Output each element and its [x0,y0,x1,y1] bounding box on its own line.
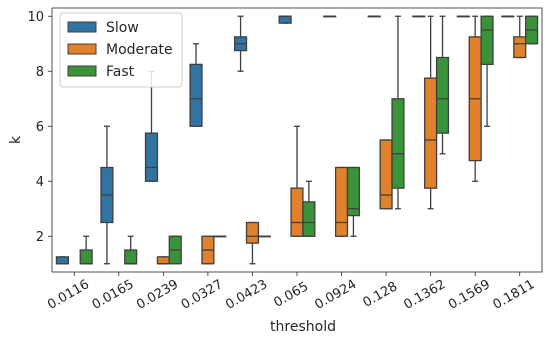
x-tick-label: 0.0165 [90,277,137,313]
y-tick-label: 2 [36,230,44,245]
box-slow-0.0423 [233,15,248,72]
iqr-box [124,249,138,265]
x-tick-label: 0.1362 [401,277,448,313]
box-fast-0.0924 [346,166,361,237]
legend-label-moderate: Moderate [106,42,173,58]
box-slow-0.065 [278,15,292,24]
iqr-box [391,98,405,189]
x-tick-label: 0.0239 [134,277,181,313]
y-tick-label: 10 [27,10,44,25]
legend-swatch-slow [67,21,97,33]
iqr-box [278,15,292,24]
x-tick-label: 0.0924 [312,277,359,313]
legend-swatch-moderate [67,43,97,55]
box-moderate-0.0239 [156,256,170,265]
box-slow-0.0165 [100,125,114,265]
box-slow-0.1362 [412,15,426,18]
box-fast-0.0165 [124,235,138,265]
legend-label-slow: Slow [106,20,139,36]
x-tick-label: 0.1811 [491,277,538,313]
legend-label-fast: Fast [106,64,135,80]
box-moderate-0.0423 [245,221,260,265]
box-moderate-0.128 [379,139,393,210]
x-tick-label: 0.0423 [223,277,270,313]
iqr-box [346,166,361,217]
x-tick-label: 0.128 [360,279,400,311]
iqr-box [424,77,438,189]
iqr-box [435,56,450,134]
x-tick-label: 0.0116 [45,277,92,313]
iqr-box [290,187,304,237]
y-tick-label: 4 [36,175,44,190]
x-tick-label: 0.1569 [446,277,493,313]
box-moderate-0.1569 [468,15,482,182]
box-fast-0.1362 [435,15,450,155]
y-axis-title: k [8,135,24,144]
box-fast-0.065 [302,180,316,237]
box-moderate-0.1811 [513,15,527,59]
box-fast-0.1811 [525,15,539,45]
box-fast-0.0423 [257,235,271,238]
box-moderate-0.0924 [334,166,349,237]
box-slow-0.0327 [189,43,203,127]
legend: Slow Moderate Fast [59,12,183,88]
x-tick-label: 0.065 [271,279,311,311]
iqr-box [513,36,527,59]
iqr-box [55,256,69,265]
x-tick-label: 0.0327 [179,277,226,313]
box-slow-0.0924 [323,15,337,18]
legend-swatch-fast [67,65,97,77]
box-slow-0.0116 [55,256,69,265]
iqr-box [334,166,349,237]
x-axis-title: threshold [270,319,336,335]
iqr-box [156,256,170,265]
box-fast-0.128 [391,15,405,210]
box-fast-0.0239 [168,235,182,265]
iqr-box [379,139,393,210]
box-fast-0.0327 [213,235,227,238]
iqr-box [144,132,159,182]
iqr-box [245,221,260,244]
box-slow-0.1811 [501,15,515,18]
box-slow-0.128 [367,15,381,18]
y-tick-label: 8 [36,65,44,80]
box-slow-0.1569 [456,15,470,18]
box-series [55,15,539,265]
iqr-box [79,249,93,265]
iqr-box [302,201,316,237]
iqr-box [189,63,203,127]
box-fast-0.1569 [480,15,494,127]
iqr-box [480,15,494,66]
y-tick-label: 6 [36,120,44,135]
y-axis-ticks: 2 4 6 8 10 [27,10,52,245]
box-fast-0.0116 [79,235,93,265]
box-moderate-0.0327 [201,235,215,265]
